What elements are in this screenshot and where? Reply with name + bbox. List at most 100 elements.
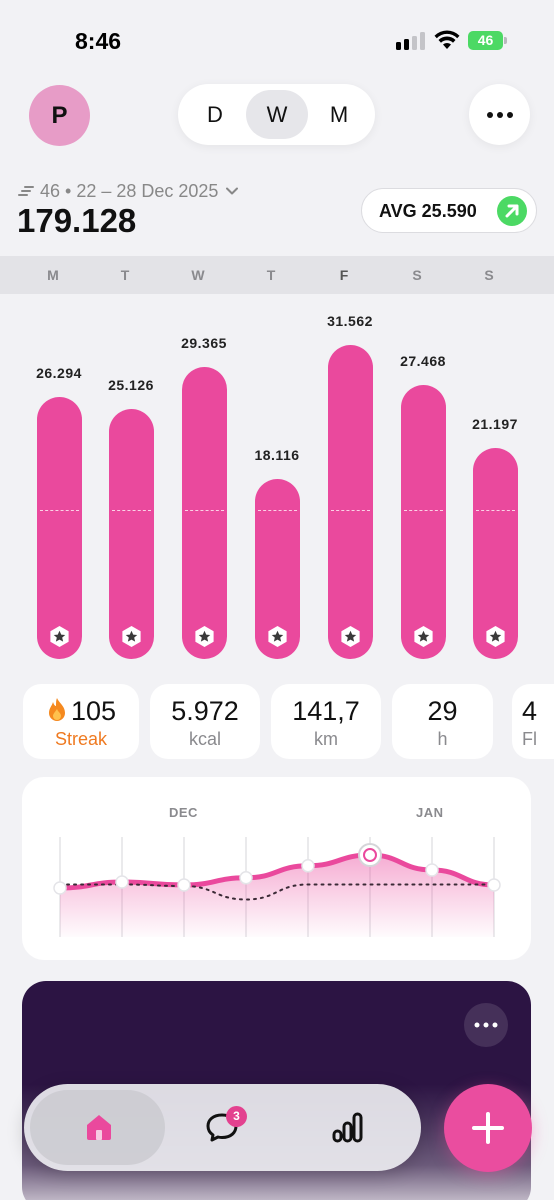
weekday-label: T	[120, 267, 130, 283]
week-range-selector[interactable]: 46 • 22 – 28 Dec 2025	[18, 180, 239, 202]
bar-value-label: 29.365	[181, 334, 227, 351]
weekday-label: S	[412, 267, 422, 283]
card-more-button[interactable]	[464, 1003, 508, 1047]
star-badge-icon	[340, 625, 360, 648]
segment-week[interactable]: W	[246, 90, 308, 139]
stat-label: Fl	[522, 729, 537, 749]
status-bar: 8:46 46	[0, 0, 554, 70]
add-button[interactable]	[444, 1084, 532, 1172]
battery-indicator: 46	[468, 31, 508, 50]
bar-day[interactable]	[181, 366, 227, 659]
more-horizontal-icon	[486, 111, 513, 118]
wifi-icon	[434, 30, 460, 49]
tab-home[interactable]	[30, 1090, 165, 1165]
more-button[interactable]	[469, 84, 530, 145]
weekday-label: M	[47, 267, 59, 283]
signal-icon	[396, 32, 425, 50]
bar-value-label: 21.197	[472, 415, 518, 432]
stat-value: 105	[23, 696, 139, 727]
bar-value-label: 26.294	[36, 365, 82, 382]
stat-card-kcal[interactable]: 5.972 kcal	[150, 684, 260, 759]
clock: 8:46	[75, 28, 122, 54]
avatar[interactable]: P	[29, 85, 90, 146]
weekday-label: S	[484, 267, 494, 283]
week-range-label: 46 • 22 – 28 Dec 2025	[40, 180, 219, 201]
stat-card-streak[interactable]: 105 Streak	[23, 684, 139, 759]
trend-area	[60, 855, 494, 937]
trend-point[interactable]	[239, 871, 253, 885]
average-pill[interactable]: AVG 25.590	[361, 188, 537, 233]
battery-tip	[504, 37, 507, 44]
bar-day[interactable]	[327, 344, 373, 659]
weekday-label: W	[191, 267, 205, 283]
baseline-line	[59, 883, 495, 901]
bar-value-label: 18.116	[254, 446, 300, 463]
tab-bar: 3	[24, 1084, 421, 1171]
bar-value-label: 27.468	[400, 353, 446, 370]
stat-label: kcal	[188, 729, 221, 749]
chart-icon[interactable]	[330, 1110, 364, 1144]
stat-label: h	[437, 729, 448, 749]
streak-value: 105	[70, 696, 117, 726]
goal-line	[184, 509, 224, 511]
bar-value-label: 25.126	[108, 376, 154, 393]
arrow-up-right-icon	[497, 196, 527, 226]
goal-line	[257, 509, 297, 511]
chevron-down-icon	[226, 187, 239, 195]
goal-line	[475, 509, 515, 511]
flame-icon	[48, 698, 65, 721]
bar-day[interactable]	[108, 408, 154, 659]
stat-card-hours[interactable]: 29 h	[392, 684, 493, 759]
trend-card[interactable]: DEC JAN	[22, 777, 531, 960]
segment-day[interactable]: D	[207, 102, 223, 127]
stat-label: km	[314, 729, 338, 749]
plus-icon	[472, 1112, 504, 1144]
weekday-label: T	[266, 267, 276, 283]
goal-line	[330, 509, 370, 511]
goal-line	[111, 509, 151, 511]
bar-day[interactable]	[400, 385, 446, 659]
star-badge-icon	[267, 625, 287, 648]
average-label: AVG 25.590	[379, 201, 477, 221]
stat-value: 29	[427, 696, 458, 726]
month-label-jan: JAN	[416, 805, 444, 820]
stat-value: 4	[522, 696, 538, 726]
weekday-label: F	[339, 267, 349, 283]
star-badge-icon	[194, 625, 214, 648]
battery-level: 46	[468, 31, 503, 50]
home-icon	[87, 1115, 111, 1140]
trend-point[interactable]	[115, 875, 129, 889]
stat-value: 5.972	[171, 696, 239, 726]
chat-badge: 3	[226, 1106, 247, 1127]
star-badge-icon	[49, 625, 69, 648]
weekly-total: 179.128	[17, 202, 137, 239]
trend-point[interactable]	[487, 878, 501, 892]
stat-value: 141,7	[292, 696, 360, 726]
segment-month[interactable]: M	[329, 102, 349, 127]
star-badge-icon	[413, 625, 433, 648]
selected-point[interactable]	[363, 848, 377, 862]
trend-point[interactable]	[301, 859, 315, 873]
star-badge-icon	[121, 625, 141, 648]
trend-point[interactable]	[53, 881, 67, 895]
bar-value-label: 31.562	[327, 312, 373, 329]
stat-cards-row: 105 Streak 5.972 kcal 141,7 km 29 h 4 Fl	[0, 684, 554, 759]
stat-card-distance[interactable]: 141,7 km	[271, 684, 381, 759]
trend-line	[57, 852, 497, 891]
star-badge-icon	[485, 625, 505, 648]
period-segmented-control: D W M	[178, 84, 375, 145]
bar-day[interactable]	[472, 447, 518, 659]
more-horizontal-icon	[474, 1022, 498, 1028]
stat-label: Streak	[54, 729, 108, 749]
trend-point[interactable]	[425, 863, 439, 877]
steps-icon	[18, 186, 34, 196]
trend-point[interactable]	[177, 878, 191, 892]
steps-bar-chart: 26.294 25.126 29.365 18.116 31.562 27.468 21.1…	[0, 294, 554, 674]
stat-card-floors[interactable]: 4 Fl	[512, 684, 554, 759]
goal-line	[39, 509, 79, 511]
trend-line-chart	[53, 837, 501, 937]
goal-line	[403, 509, 443, 511]
bar-day[interactable]	[36, 397, 82, 659]
month-label-dec: DEC	[169, 805, 198, 820]
